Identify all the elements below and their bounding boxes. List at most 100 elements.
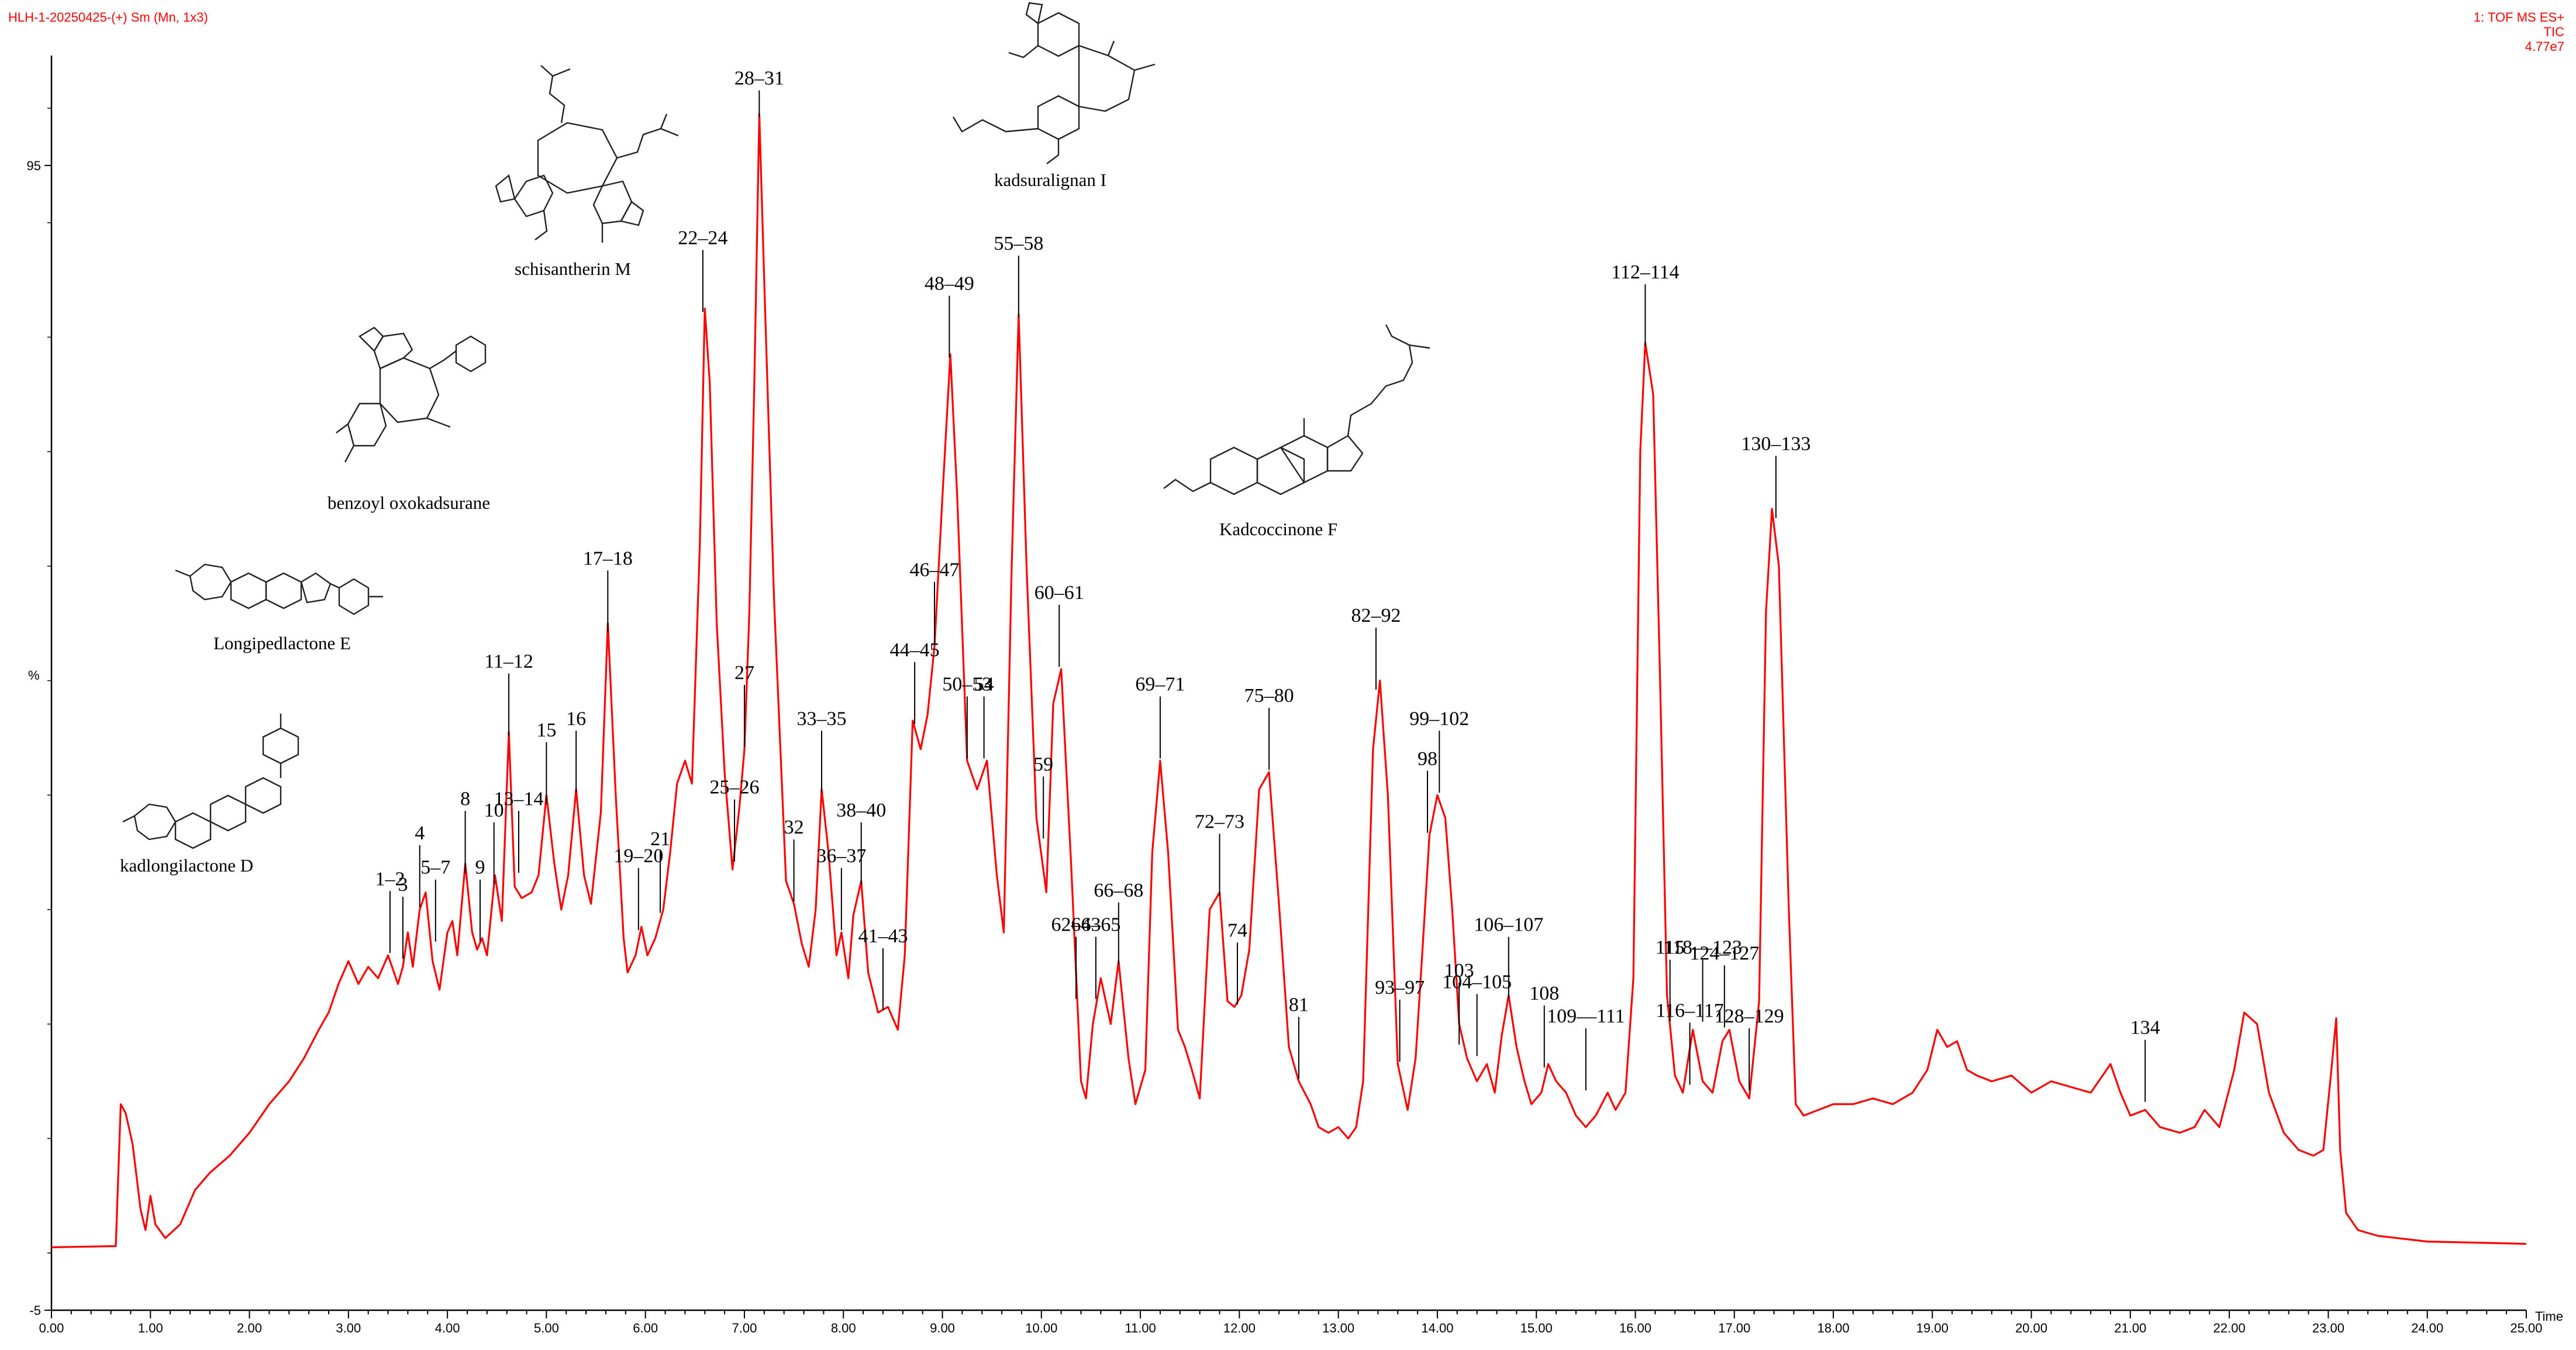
x-tick-label: 1.00 [138, 1321, 163, 1335]
x-tick-label: 6.00 [633, 1321, 658, 1335]
x-tick-label: 19.00 [1916, 1321, 1949, 1335]
x-tick-label: 3.00 [336, 1321, 361, 1335]
kadcoccinone-f-label: Kadcoccinone F [1219, 519, 1337, 539]
x-tick-label: 12.00 [1223, 1321, 1256, 1335]
peak-label: 9 [475, 857, 485, 879]
x-tick-label: 5.00 [534, 1321, 559, 1335]
y-axis-label: % [28, 668, 40, 683]
peak-label: 28–31 [734, 68, 784, 89]
x-tick-label: 22.00 [2213, 1321, 2246, 1335]
y-tick-label: -5 [29, 1303, 41, 1318]
ms-mode: 1: TOF MS ES+ [2473, 10, 2564, 25]
peak-label: 134 [2130, 1017, 2160, 1039]
peak-label: 38–40 [836, 800, 886, 821]
peak-label: 16 [566, 708, 586, 729]
peak-label: 54 [974, 674, 994, 695]
peak-label: 66–68 [1094, 880, 1143, 901]
x-tick-label: 13.00 [1322, 1321, 1354, 1335]
x-tick-label: 23.00 [2312, 1321, 2344, 1335]
peak-label: 75–80 [1244, 685, 1294, 707]
kadsuralignan-i-label: kadsuralignan I [994, 170, 1106, 190]
x-tick-label: 18.00 [1818, 1321, 1850, 1335]
y-tick-label: 95 [27, 159, 41, 173]
peak-label: 112–114 [1611, 261, 1679, 283]
y-ticks: 95 -5 [27, 108, 51, 1318]
x-tick-label: 20.00 [2015, 1321, 2047, 1335]
peak-label: 109—111 [1547, 1005, 1625, 1027]
x-tick-label: 25.00 [2510, 1321, 2542, 1335]
schisantherin-m-label: schisantherin M [515, 259, 631, 279]
peak-label: 13–14 [494, 788, 544, 810]
peak-label: 22–24 [678, 227, 727, 249]
x-tick-label: 15.00 [1520, 1321, 1553, 1335]
longipedlactone-e-label: Longipedlactone E [213, 633, 351, 653]
x-tick-label: 11.00 [1125, 1321, 1156, 1335]
x-tick-label: 9.00 [930, 1321, 955, 1335]
longipedlactone-e-structure: Longipedlactone E [175, 563, 383, 653]
peak-label: 10 [484, 800, 504, 821]
peak-label: 98 [1418, 748, 1437, 770]
peak-label: 3 [398, 874, 408, 896]
peak-label: 55–58 [994, 233, 1043, 254]
kadlongilactone-d-structure: kadlongilactone D [120, 714, 299, 876]
peak-label: 116–117 [1656, 1000, 1723, 1021]
peak-label: 48–49 [925, 273, 974, 295]
peak-label: 60–61 [1034, 582, 1084, 604]
x-tick-label: 0.00 [39, 1321, 64, 1335]
peak-label: 19–20 [613, 845, 663, 867]
tic-trace-line [51, 113, 2527, 1248]
kadlongilactone-d-label: kadlongilactone D [120, 855, 253, 876]
peak-label: 4 [415, 822, 425, 844]
schisantherin-m-structure: schisantherin M [495, 65, 679, 279]
peak-label: 36–37 [816, 845, 866, 867]
kadsuralignan-i-structure: kadsuralignan I [952, 2, 1156, 190]
peak-label: 41–43 [858, 925, 908, 947]
peak-label: 108 [1529, 983, 1559, 1004]
x-tick-label: 10.00 [1025, 1321, 1057, 1335]
peak-label: 82–92 [1351, 605, 1401, 626]
peak-label: 46–47 [909, 559, 959, 581]
peak-label: 69–71 [1135, 674, 1185, 695]
peak-label: 21 [650, 828, 670, 850]
x-tick-label: 24.00 [2411, 1321, 2443, 1335]
peak-label: 72–73 [1195, 811, 1244, 832]
peak-label: 33–35 [796, 708, 846, 729]
peak-label: 44–45 [890, 639, 940, 661]
peak-label: 124–127 [1689, 943, 1759, 965]
peak-label: 11–12 [484, 650, 533, 672]
kadcoccinone-f-structure: Kadcoccinone F [1163, 324, 1430, 539]
x-tick-label: 14.00 [1421, 1321, 1453, 1335]
peak-label: 15 [536, 719, 556, 741]
peak-label: 81 [1289, 994, 1309, 1016]
peak-label: 59 [1033, 754, 1053, 776]
x-tick-label: 7.00 [732, 1321, 757, 1335]
trace-type: TIC [2543, 25, 2564, 39]
intensity-scale: 4.77e7 [2525, 39, 2564, 54]
peak-label: 115 [1656, 937, 1685, 959]
x-ticks: 0.00 1.00 2.00 3.00 4.00 5.00 6.00 7.00 8.00 9.00… [39, 1310, 2543, 1335]
peak-label: 32 [784, 817, 804, 838]
peak-label: 64–65 [1071, 914, 1120, 936]
peak-label: 5–7 [420, 857, 450, 879]
peak-label: 8 [460, 788, 470, 810]
peak-label: 93–97 [1375, 977, 1425, 998]
sample-name: HLH-1-20250425-(+) Sm (Mn, 1x3) [8, 10, 208, 25]
peak-label: 99–102 [1409, 708, 1469, 729]
x-tick-label: 17.00 [1718, 1321, 1750, 1335]
peak-label: 103 [1444, 960, 1474, 981]
peak-label: 128–129 [1715, 1005, 1784, 1027]
x-tick-label: 16.00 [1619, 1321, 1651, 1335]
peak-label: 130–133 [1741, 433, 1811, 455]
x-axis-label: Time [2535, 1309, 2563, 1324]
x-tick-label: 8.00 [831, 1321, 856, 1335]
peak-label: 104–105 [1442, 971, 1512, 993]
peak-label: 50–53 [942, 674, 992, 695]
x-tick-label: 2.00 [237, 1321, 262, 1335]
peak-label: 17–18 [583, 547, 633, 569]
peak-label: 1–2 [375, 868, 405, 890]
peak-label: 25–26 [710, 777, 760, 798]
peak-label: 118—123 [1663, 937, 1742, 959]
peak-label: 74 [1227, 919, 1247, 941]
